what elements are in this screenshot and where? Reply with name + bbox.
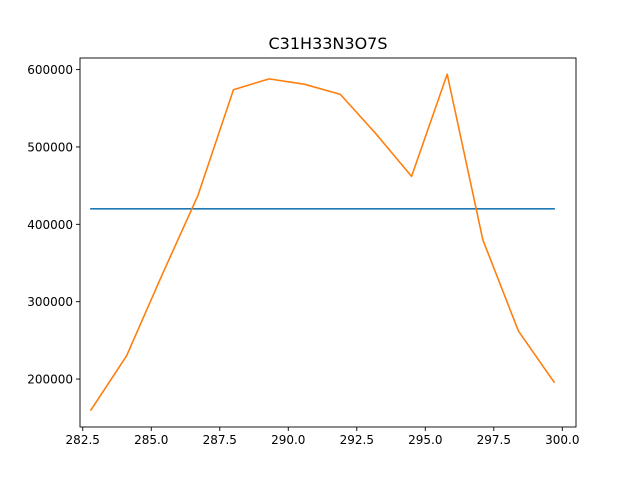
y-tick-label: 400000 — [27, 218, 73, 232]
series-line-2 — [89, 73, 556, 412]
x-tick-label: 300.0 — [545, 433, 579, 447]
x-tick-label: 295.0 — [408, 433, 442, 447]
x-tick-label: 292.5 — [340, 433, 374, 447]
y-tick-label: 500000 — [27, 140, 73, 154]
x-tick-label: 297.5 — [477, 433, 511, 447]
x-tick-label: 290.0 — [271, 433, 305, 447]
y-tick-label: 200000 — [27, 373, 73, 387]
chart-title: C31H33N3O7S — [269, 34, 388, 53]
y-tick-label: 300000 — [27, 295, 73, 309]
plot-area — [89, 73, 556, 412]
axes: 282.5 285.0 287.5 290.0 292.5 295.0 297.5 300.0… — [27, 57, 579, 447]
x-tick-label: 285.0 — [134, 433, 168, 447]
axes-frame — [79, 57, 577, 428]
x-tick-label: 287.5 — [203, 433, 237, 447]
y-tick-label: 600000 — [27, 63, 73, 77]
x-tick-label: 282.5 — [66, 433, 100, 447]
